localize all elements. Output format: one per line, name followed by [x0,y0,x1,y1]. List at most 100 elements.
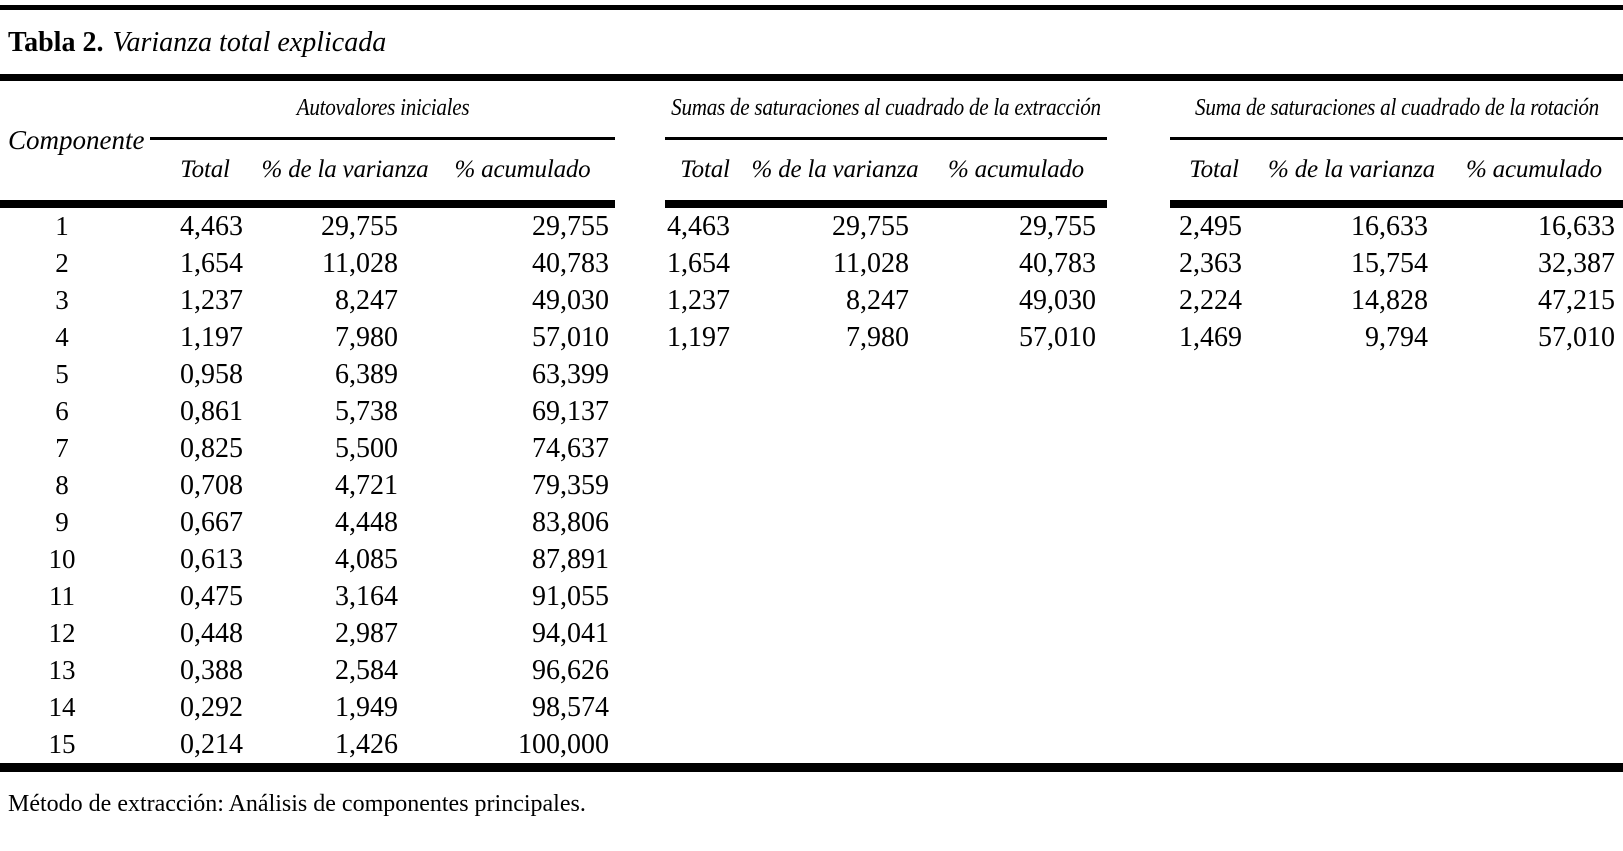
componente-cell: 7 [55,433,69,463]
value-cell [1445,467,1623,504]
value-cell [925,615,1107,652]
column-gap [615,78,665,205]
componente-cell: 8 [55,470,69,500]
column-gap [1107,467,1170,504]
column-header-total-extraccion: Total [665,138,745,208]
value-cell: 6,389 [335,358,398,390]
value-cell: 1,654 [180,247,243,279]
value-cell [745,430,925,467]
column-header-acumulado-extraccion: % acumulado [925,138,1107,208]
value-cell [1258,689,1445,726]
value-cell: 0,861 [180,395,243,427]
componente-cell: 15 [48,729,76,759]
column-header-varianza-extraccion: % de la varianza [745,138,925,208]
column-gap [1107,652,1170,689]
group-header-suma-rotacion: Suma de saturaciones al cuadrado de la r… [1170,77,1623,140]
value-cell [665,652,745,689]
value-cell [745,467,925,504]
value-cell: 57,010 [1019,321,1096,353]
top-rule [0,5,1623,10]
componente-cell: 4 [55,322,69,352]
table-row: 6 0,861 5,738 69,137 [0,393,1623,430]
value-cell [1170,689,1258,726]
value-cell [1170,615,1258,652]
value-cell [925,726,1107,768]
value-cell: 7,980 [846,321,909,353]
column-gap [1107,282,1170,319]
table-row: 2 1,654 11,028 40,783 1,654 11,028 40,783 2,363… [0,245,1623,282]
value-cell [1258,541,1445,578]
value-cell: 40,783 [532,247,609,279]
value-cell: 0,388 [180,654,243,686]
value-cell [745,615,925,652]
value-cell [925,504,1107,541]
value-cell [1170,356,1258,393]
column-header-componente: Componente [0,77,150,208]
componente-cell: 1 [55,211,69,241]
column-gap [1107,204,1170,245]
table-row: 7 0,825 5,500 74,637 [0,430,1623,467]
value-cell [665,541,745,578]
value-cell [1170,652,1258,689]
value-cell [1445,615,1623,652]
variance-explained-table: Componente Autovalores iniciales Sumas d… [0,74,1623,772]
table-row: 3 1,237 8,247 49,030 1,237 8,247 49,030 2,224 14… [0,282,1623,319]
value-cell [1258,578,1445,615]
value-cell: 4,463 [667,210,730,242]
value-cell: 0,613 [180,543,243,575]
group-header-autovalores-label: Autovalores iniciales [296,95,469,121]
table-row: 13 0,388 2,584 96,626 [0,652,1623,689]
value-cell [745,652,925,689]
value-cell: 29,755 [321,210,398,242]
value-cell [665,430,745,467]
value-cell [1258,652,1445,689]
table-title: Tabla 2. Varianza total explicada [8,25,1623,61]
column-gap [615,356,665,393]
value-cell: 69,137 [532,395,609,427]
componente-cell: 5 [55,359,69,389]
value-cell [745,726,925,768]
value-cell: 94,041 [532,617,609,649]
value-cell: 87,891 [532,543,609,575]
table-title-caption: Varianza total explicada [112,27,387,58]
value-cell: 7,980 [335,321,398,353]
table-title-number: Tabla 2. [8,27,104,58]
table-row: 4 1,197 7,980 57,010 1,197 7,980 57,010 1,469 9,… [0,319,1623,356]
value-cell: 0,958 [180,358,243,390]
value-cell: 11,028 [833,247,909,279]
column-gap [615,319,665,356]
column-header-total-iniciales: Total [150,138,260,208]
value-cell: 63,399 [532,358,609,390]
componente-cell: 2 [55,248,69,278]
group-header-extraccion-label: Sumas de saturaciones al cuadrado de la … [671,95,1101,121]
value-cell [1258,726,1445,768]
column-gap [1107,541,1170,578]
value-cell [1258,615,1445,652]
value-cell [925,467,1107,504]
value-cell: 29,755 [532,210,609,242]
value-cell [665,615,745,652]
value-cell: 1,197 [667,321,730,353]
value-cell [1445,393,1623,430]
value-cell: 8,247 [846,284,909,316]
column-gap [1107,578,1170,615]
column-gap [615,504,665,541]
value-cell: 5,500 [335,432,398,464]
table-row: 9 0,667 4,448 83,806 [0,504,1623,541]
value-cell: 8,247 [335,284,398,316]
value-cell: 14,828 [1351,284,1428,316]
value-cell [665,726,745,768]
value-cell [665,356,745,393]
value-cell [665,467,745,504]
table-row: 10 0,613 4,085 87,891 [0,541,1623,578]
value-cell: 2,584 [335,654,398,686]
value-cell: 0,667 [180,506,243,538]
value-cell: 9,794 [1365,321,1428,353]
value-cell: 1,237 [667,284,730,316]
value-cell: 0,825 [180,432,243,464]
column-header-total-rotacion: Total [1170,138,1258,208]
value-cell [1170,726,1258,768]
column-gap [615,430,665,467]
value-cell [1445,356,1623,393]
value-cell [1258,356,1445,393]
